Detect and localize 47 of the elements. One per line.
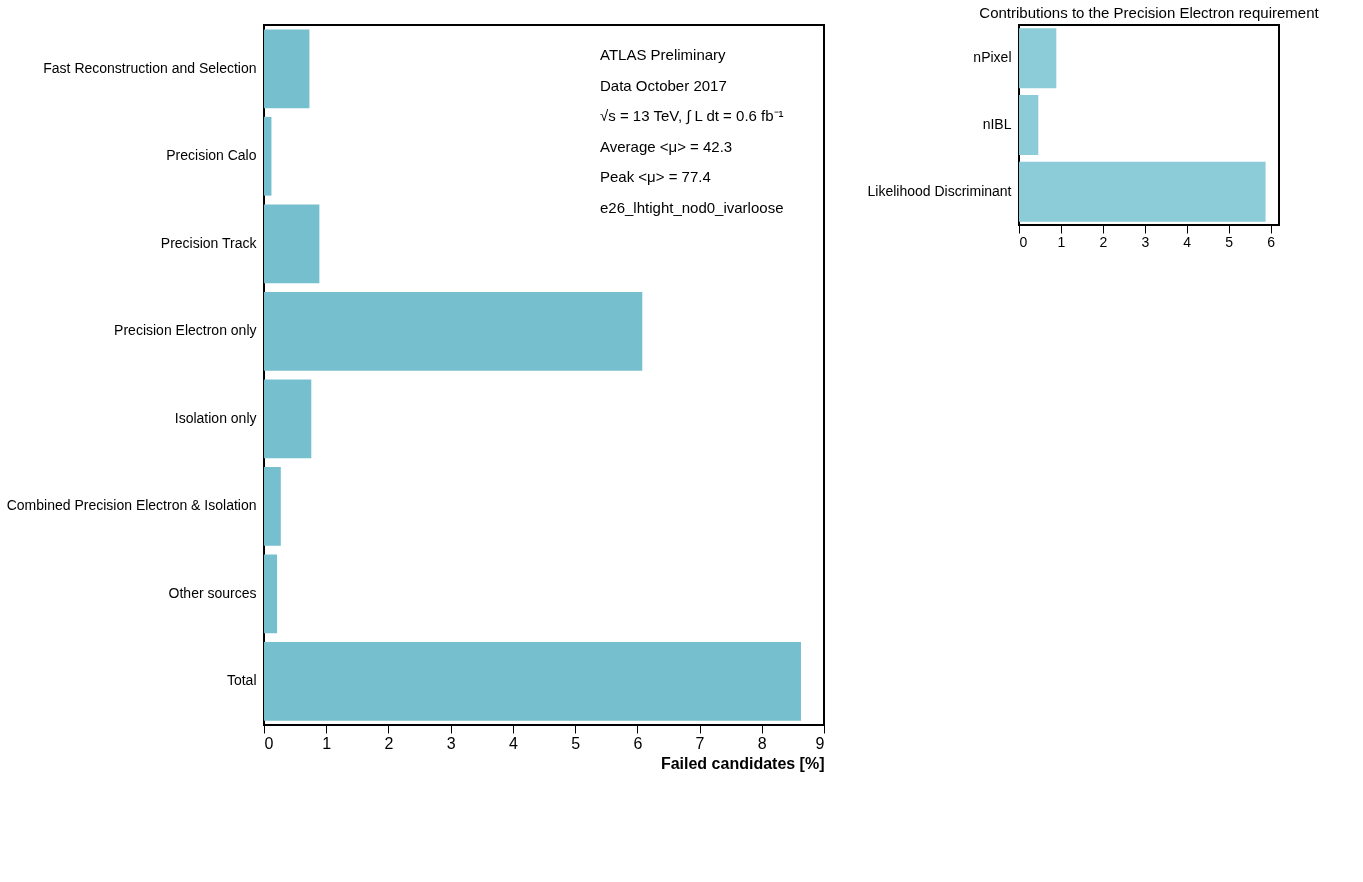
x-tick-label: 8: [757, 734, 767, 752]
y-tick-label: Precision Track: [160, 234, 258, 251]
bar: [264, 466, 281, 546]
x-tick-label: 1: [1057, 233, 1066, 250]
x-axis-title: Failed candidates [%]: [660, 754, 825, 772]
y-tick-label: nIBL: [982, 116, 1012, 132]
chart-title: Contributions to the Precision Electron requirement: [979, 4, 1320, 21]
y-tick-label: Isolation only: [174, 409, 257, 426]
x-tick-label: 3: [1141, 233, 1150, 250]
annotation: Average <μ> = 42.3: [600, 137, 733, 155]
y-tick-label: Precision Calo: [166, 147, 257, 164]
annotation: ATLAS Preliminary: [600, 46, 727, 64]
x-tick-label: 1: [322, 734, 332, 752]
x-tick-label: 0: [1019, 233, 1028, 250]
bar: [264, 291, 643, 371]
y-tick-label: Fast Reconstruction and Selection: [43, 59, 257, 76]
x-tick-label: 2: [1099, 233, 1108, 250]
y-tick-label: Total: [226, 672, 257, 689]
bar: [264, 554, 278, 634]
annotation: Data October 2017: [600, 76, 727, 94]
y-tick-label: nPixel: [973, 49, 1012, 66]
y-tick-label: Precision Electron only: [114, 322, 257, 339]
x-tick-label: 3: [446, 734, 456, 752]
x-tick-label: 5: [571, 734, 581, 752]
x-tick-label: 4: [508, 734, 518, 752]
x-tick-label: 7: [695, 734, 705, 752]
bar: [1019, 28, 1057, 89]
bar: [1019, 161, 1266, 222]
x-tick-label: 2: [384, 734, 394, 752]
y-tick-label: Likelihood Discriminant: [867, 182, 1012, 199]
bar: [264, 379, 312, 459]
annotation: e26_lhtight_nod0_ivarloose: [600, 198, 784, 216]
x-tick-label: 6: [1267, 233, 1276, 250]
bar: [264, 116, 272, 196]
bar: [1019, 95, 1039, 155]
bar: [264, 641, 801, 721]
x-tick-label: 6: [633, 734, 643, 752]
annotation: Peak <μ> = 77.4: [600, 168, 711, 186]
bar: [264, 29, 310, 109]
x-tick-label: 4: [1183, 233, 1192, 250]
annotation: √s = 13 TeV, ∫ L dt = 0.6 fb⁻¹: [600, 107, 784, 126]
x-tick-label: 5: [1225, 233, 1234, 250]
y-tick-label: Combined Precision Electron & Isolation: [6, 497, 257, 514]
x-tick-label: 9: [815, 734, 825, 752]
bar: [264, 204, 320, 284]
y-tick-label: Other sources: [168, 584, 257, 601]
x-tick-label: 0: [264, 734, 274, 752]
